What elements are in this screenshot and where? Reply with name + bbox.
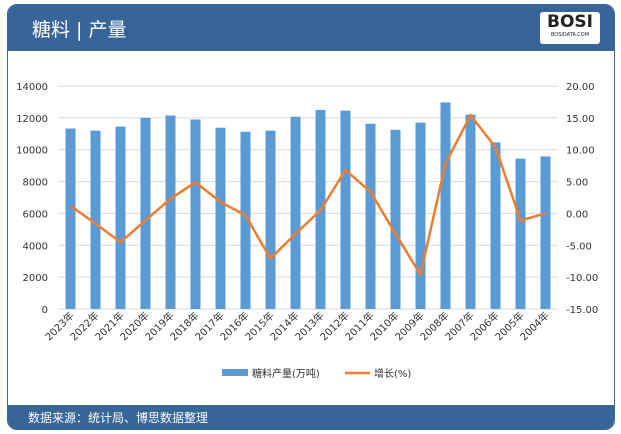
legend-line-label: 增长(%) <box>374 367 411 380</box>
right-tick-label: 20.00 <box>566 82 595 93</box>
bar <box>440 102 451 309</box>
bar <box>140 117 151 309</box>
bar <box>465 114 476 310</box>
left-tick-label: 12000 <box>16 114 48 125</box>
right-tick-label: 15.00 <box>566 114 595 125</box>
growth-line <box>69 113 546 278</box>
left-tick-label: 4000 <box>23 241 48 252</box>
bar <box>65 128 76 309</box>
bar <box>365 123 376 309</box>
left-tick-label: 0 <box>42 305 48 316</box>
legend-bar-swatch <box>222 369 248 376</box>
left-tick-label: 2000 <box>23 273 48 284</box>
left-tick-label: 10000 <box>16 146 48 157</box>
left-tick-label: 14000 <box>16 82 48 93</box>
right-tick-label: 10.00 <box>566 146 595 157</box>
bosi-logo: BOSI BOSIDATA.COM <box>540 12 600 44</box>
bar <box>115 126 126 309</box>
left-tick-label: 6000 <box>23 209 48 220</box>
right-tick-label: -15.00 <box>566 305 598 316</box>
bar <box>490 142 501 309</box>
data-source: 数据来源：统计局、博思数据整理 <box>28 411 209 425</box>
bar <box>290 116 301 309</box>
bar <box>540 156 551 309</box>
right-tick-label: -10.00 <box>566 273 598 284</box>
frame: 糖料 | 产量 BOSI BOSIDATA.COM 数据来源：统计局、博思数据整… <box>7 4 615 430</box>
bar <box>390 129 401 309</box>
footer-bar: 数据来源：统计局、博思数据整理 <box>8 405 614 429</box>
legend-bar-label: 糖料产量(万吨) <box>252 367 320 380</box>
right-tick-label: -5.00 <box>566 241 592 252</box>
bar <box>265 130 276 309</box>
bar <box>190 119 201 309</box>
bar <box>515 158 526 309</box>
bar <box>215 127 226 310</box>
header-bar: 糖料 | 产量 BOSI BOSIDATA.COM <box>8 5 614 51</box>
bar <box>165 115 176 309</box>
left-tick-label: 8000 <box>23 178 48 189</box>
bar <box>340 110 351 309</box>
bar <box>415 122 426 309</box>
right-tick-label: 0.00 <box>566 209 588 220</box>
bar <box>90 130 101 309</box>
right-tick-label: 5.00 <box>566 178 588 189</box>
bar <box>240 131 251 309</box>
page-title: 糖料 | 产量 <box>32 19 127 41</box>
